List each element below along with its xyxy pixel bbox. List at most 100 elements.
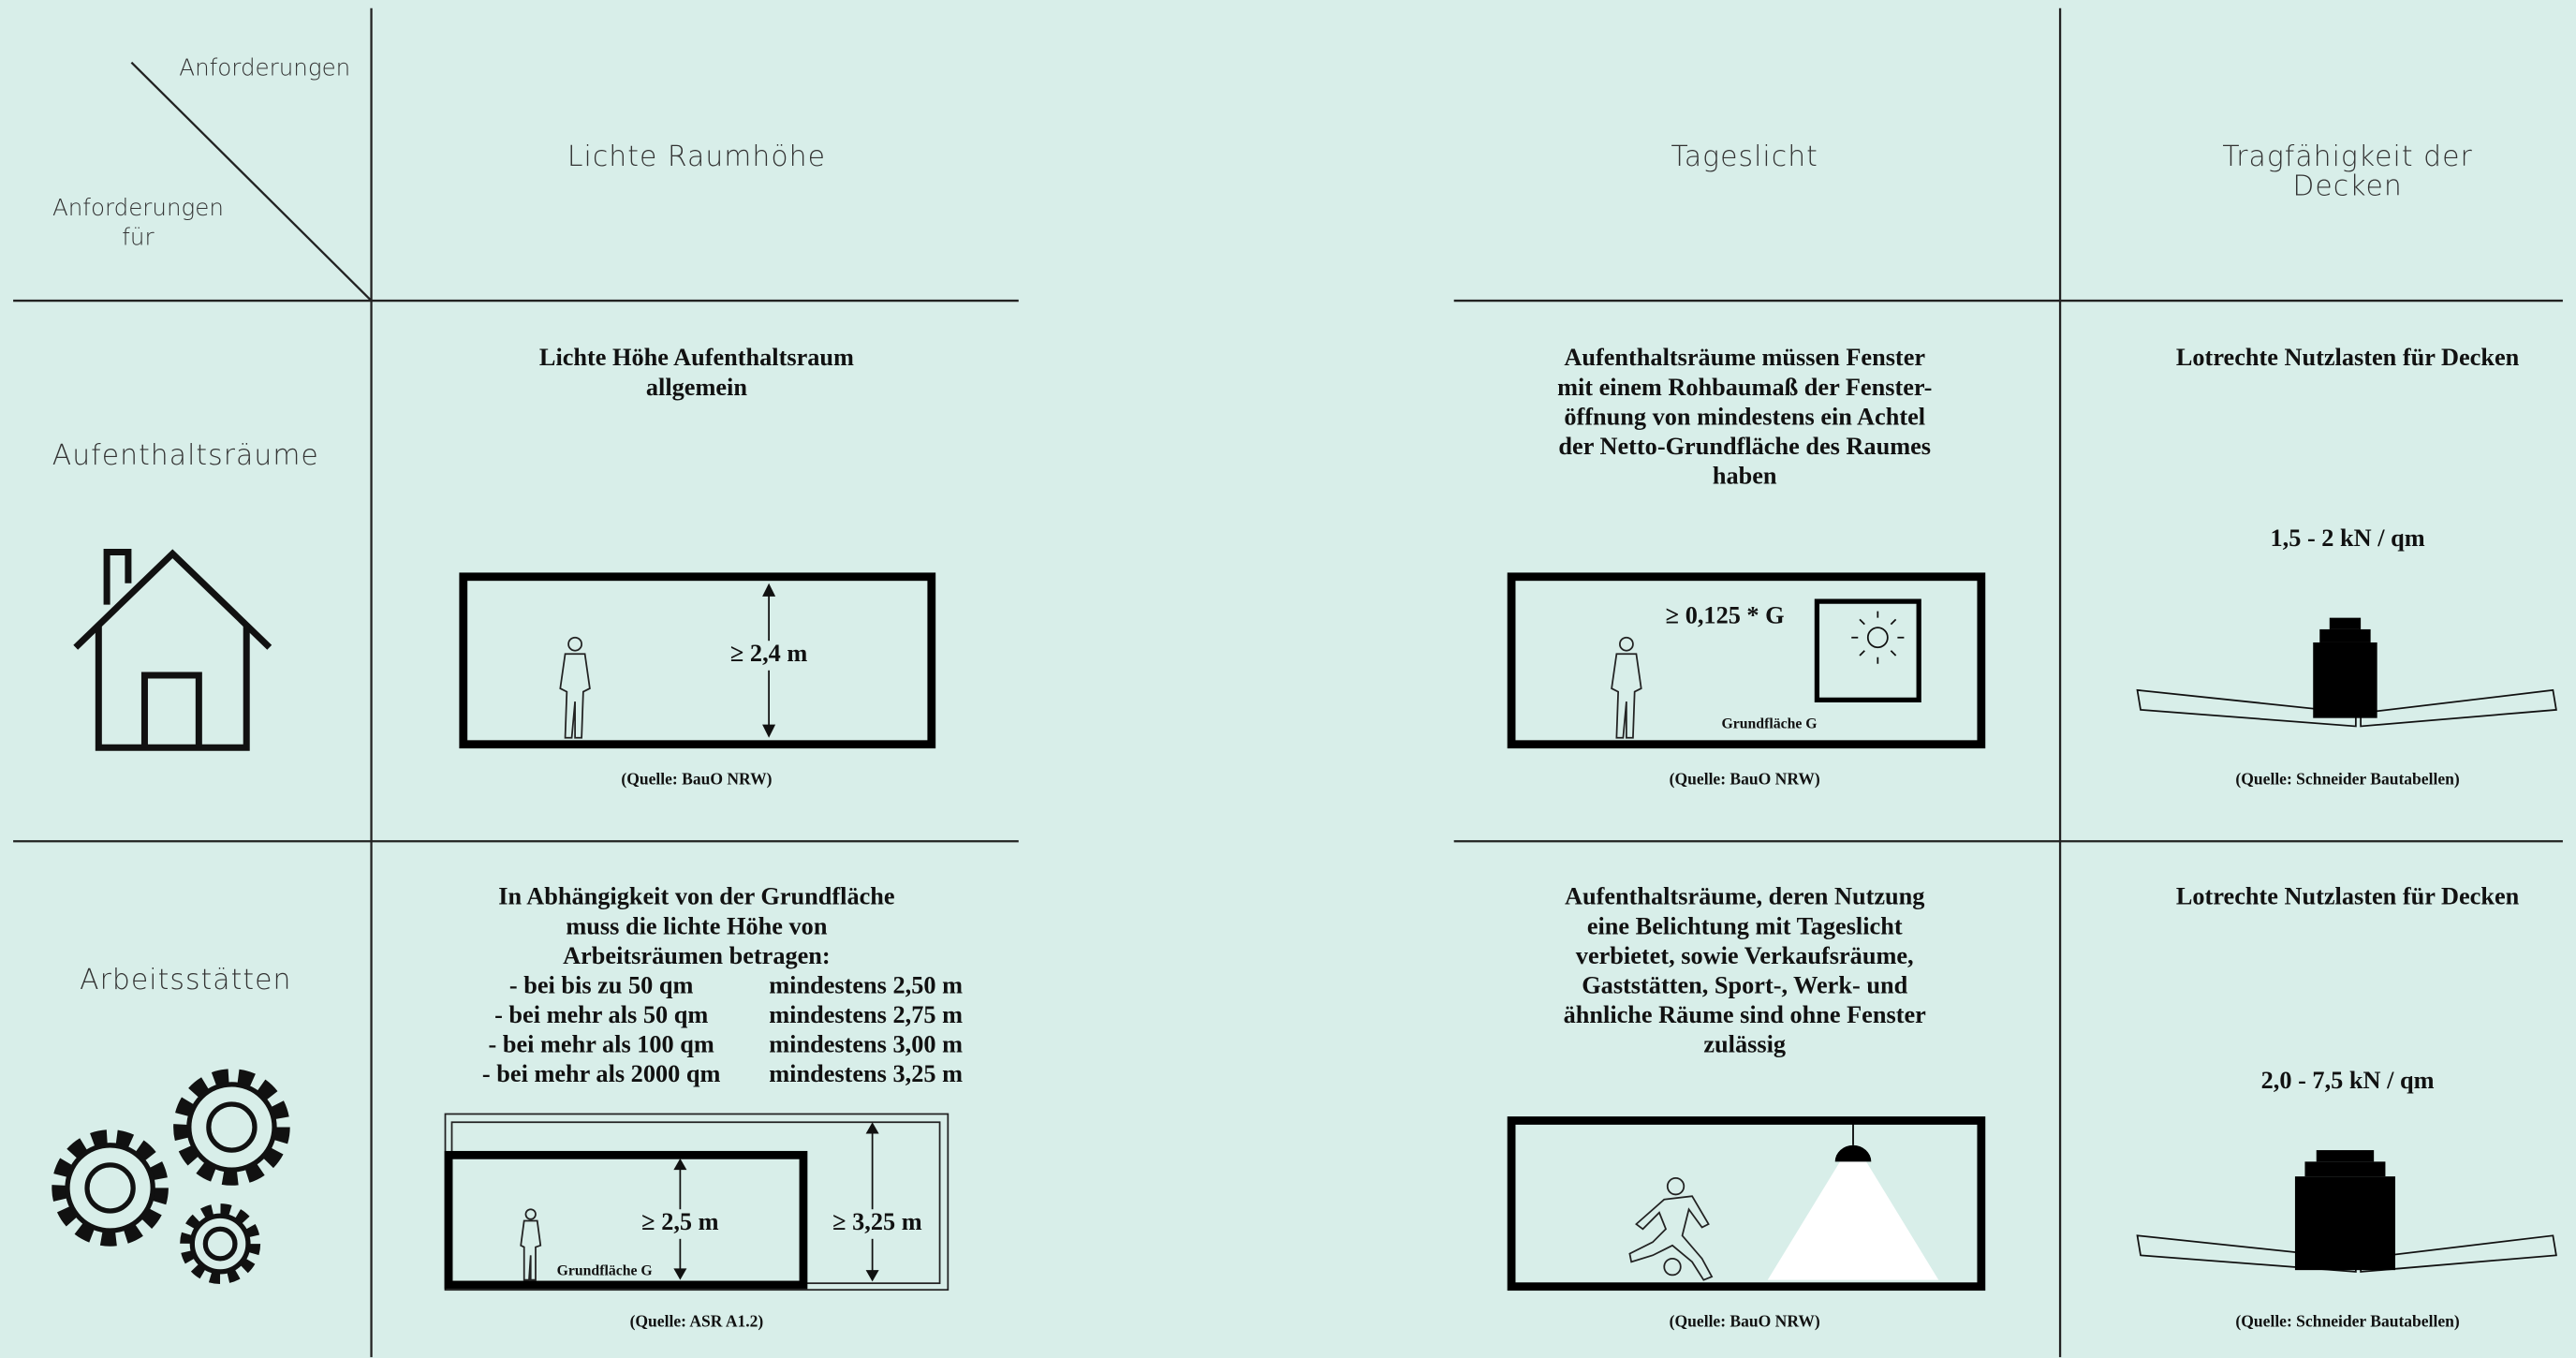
window bbox=[1814, 598, 1921, 702]
drawing-label: ≥ 2,5 m bbox=[641, 1208, 718, 1235]
gear bbox=[189, 1213, 251, 1275]
arrow-head bbox=[673, 1158, 687, 1171]
person bbox=[1611, 636, 1642, 739]
corner-label: Anforderungen bbox=[179, 54, 350, 81]
drawing-label: Grundfläche G bbox=[557, 1263, 653, 1279]
diagonal bbox=[130, 61, 373, 302]
lamp bbox=[1834, 1144, 1872, 1162]
room bbox=[1507, 572, 1986, 749]
row-header: Aufenthaltsräume bbox=[52, 439, 319, 472]
drawing-label: ≥ 0,125 * G bbox=[1666, 602, 1785, 629]
load-drawing-1 bbox=[2136, 617, 2557, 728]
gear bbox=[173, 1069, 290, 1186]
room-height-drawing bbox=[459, 572, 936, 749]
weight bbox=[2329, 617, 2362, 629]
table-cell: - bei mehr als 100 qm bbox=[489, 1031, 714, 1058]
table-cell: mindestens 3,25 m bbox=[769, 1060, 963, 1087]
gear bbox=[180, 1203, 261, 1285]
cell-text: eine Belichtung mit Tageslicht bbox=[1587, 912, 1903, 939]
gear bbox=[202, 1226, 238, 1262]
cell-text: Lotrechte Nutzlasten für Decken bbox=[2176, 344, 2520, 371]
cell-text: Lotrechte Nutzlasten für Decken bbox=[2176, 883, 2520, 910]
column-header: Decken bbox=[2292, 170, 2402, 203]
cell-text: zulässig bbox=[1703, 1031, 1786, 1058]
cell-text: Gaststätten, Sport-, Werk- und bbox=[1582, 971, 1907, 998]
beam bbox=[2136, 1234, 2357, 1273]
column-header: Lichte Raumhöhe bbox=[567, 140, 826, 173]
gears-icon bbox=[52, 1069, 290, 1285]
cell-text: mit einem Rohbaumaß der Fenster- bbox=[1557, 374, 1932, 401]
drawing-label: ≥ 2,4 m bbox=[730, 640, 807, 667]
column-header: Tragfähigkeit der bbox=[2222, 140, 2473, 173]
weight bbox=[2294, 1176, 2395, 1271]
row-header: Arbeitsstätten bbox=[80, 964, 291, 996]
weight bbox=[2316, 1150, 2375, 1162]
weight bbox=[2304, 1161, 2386, 1177]
football-player bbox=[1628, 1177, 1714, 1281]
label-bg bbox=[722, 641, 816, 671]
load-drawing-2 bbox=[2136, 1150, 2557, 1273]
room bbox=[444, 1150, 808, 1290]
daylight-drawing bbox=[1507, 572, 1986, 749]
corner-label: für bbox=[122, 223, 155, 250]
house-icon bbox=[73, 548, 272, 751]
source: (Quelle: Schneider Bautabellen) bbox=[2235, 1311, 2459, 1330]
table-cell: mindestens 2,50 m bbox=[769, 971, 963, 998]
table-cell: mindestens 3,00 m bbox=[769, 1031, 963, 1058]
cell-text: Arbeitsräumen betragen: bbox=[563, 942, 831, 969]
beam bbox=[2136, 688, 2357, 728]
cell-text: haben bbox=[1713, 463, 1777, 490]
weight bbox=[2313, 642, 2377, 718]
source: (Quelle: BauO NRW) bbox=[1670, 769, 1820, 788]
beam bbox=[2360, 688, 2557, 728]
person bbox=[559, 636, 591, 739]
cell-text: Aufenthaltsräume, deren Nutzung bbox=[1565, 883, 1924, 910]
drawing-label: 2,0 - 7,5 kN / qm bbox=[2261, 1067, 2435, 1094]
light bbox=[1767, 1161, 1939, 1280]
arrow-head bbox=[865, 1122, 879, 1134]
room bbox=[1507, 1116, 1986, 1292]
table-cell: - bei bis zu 50 qm bbox=[509, 971, 694, 998]
arrow-head bbox=[865, 1270, 879, 1282]
label-bg bbox=[828, 1209, 927, 1239]
grid bbox=[13, 7, 2563, 1358]
roof bbox=[73, 549, 272, 650]
cell-text: ähnliche Räume sind ohne Fenster bbox=[1564, 1001, 1927, 1028]
drawing-label: 1,5 - 2 kN / qm bbox=[2271, 524, 2425, 552]
drawing-label: Grundfläche G bbox=[1722, 716, 1818, 731]
arrow-head bbox=[762, 583, 776, 597]
table-cell: mindestens 2,75 m bbox=[769, 1001, 963, 1028]
room-height-drawing-2 bbox=[444, 1113, 949, 1292]
weight bbox=[2319, 628, 2371, 642]
gear bbox=[65, 1143, 155, 1233]
gear bbox=[206, 1101, 258, 1153]
table-cell: - bei mehr als 50 qm bbox=[494, 1001, 708, 1028]
walls bbox=[95, 624, 250, 751]
table-cell: - bei mehr als 2000 qm bbox=[482, 1060, 721, 1087]
corner-label: Anforderungen bbox=[52, 194, 224, 221]
cell-text: öffnung von mindestens ein Achtel bbox=[1564, 403, 1925, 430]
column-header: Tageslicht bbox=[1671, 140, 1818, 173]
cell-text: der Netto-Grundfläche des Raumes bbox=[1558, 433, 1931, 460]
source: (Quelle: BauO NRW) bbox=[1670, 1311, 1820, 1330]
source: (Quelle: BauO NRW) bbox=[621, 769, 772, 788]
arrow-head bbox=[673, 1268, 687, 1280]
gear bbox=[52, 1129, 169, 1247]
cell-text: Aufenthaltsräume müssen Fenster bbox=[1564, 344, 1925, 371]
cell-text: verbietet, sowie Verkaufsräume, bbox=[1576, 942, 1914, 969]
cell-text: Lichte Höhe Aufenthaltsraum bbox=[539, 344, 854, 371]
person bbox=[520, 1208, 542, 1281]
room bbox=[459, 572, 936, 749]
source: (Quelle: Schneider Bautabellen) bbox=[2235, 769, 2459, 788]
cell-text: allgemein bbox=[646, 374, 747, 401]
chimney bbox=[103, 548, 132, 605]
gear bbox=[186, 1082, 277, 1173]
cell-text: muss die lichte Höhe von bbox=[566, 912, 827, 939]
source: (Quelle: ASR A1.2) bbox=[630, 1311, 764, 1330]
sun bbox=[1851, 611, 1905, 664]
arrow-head bbox=[762, 724, 776, 738]
